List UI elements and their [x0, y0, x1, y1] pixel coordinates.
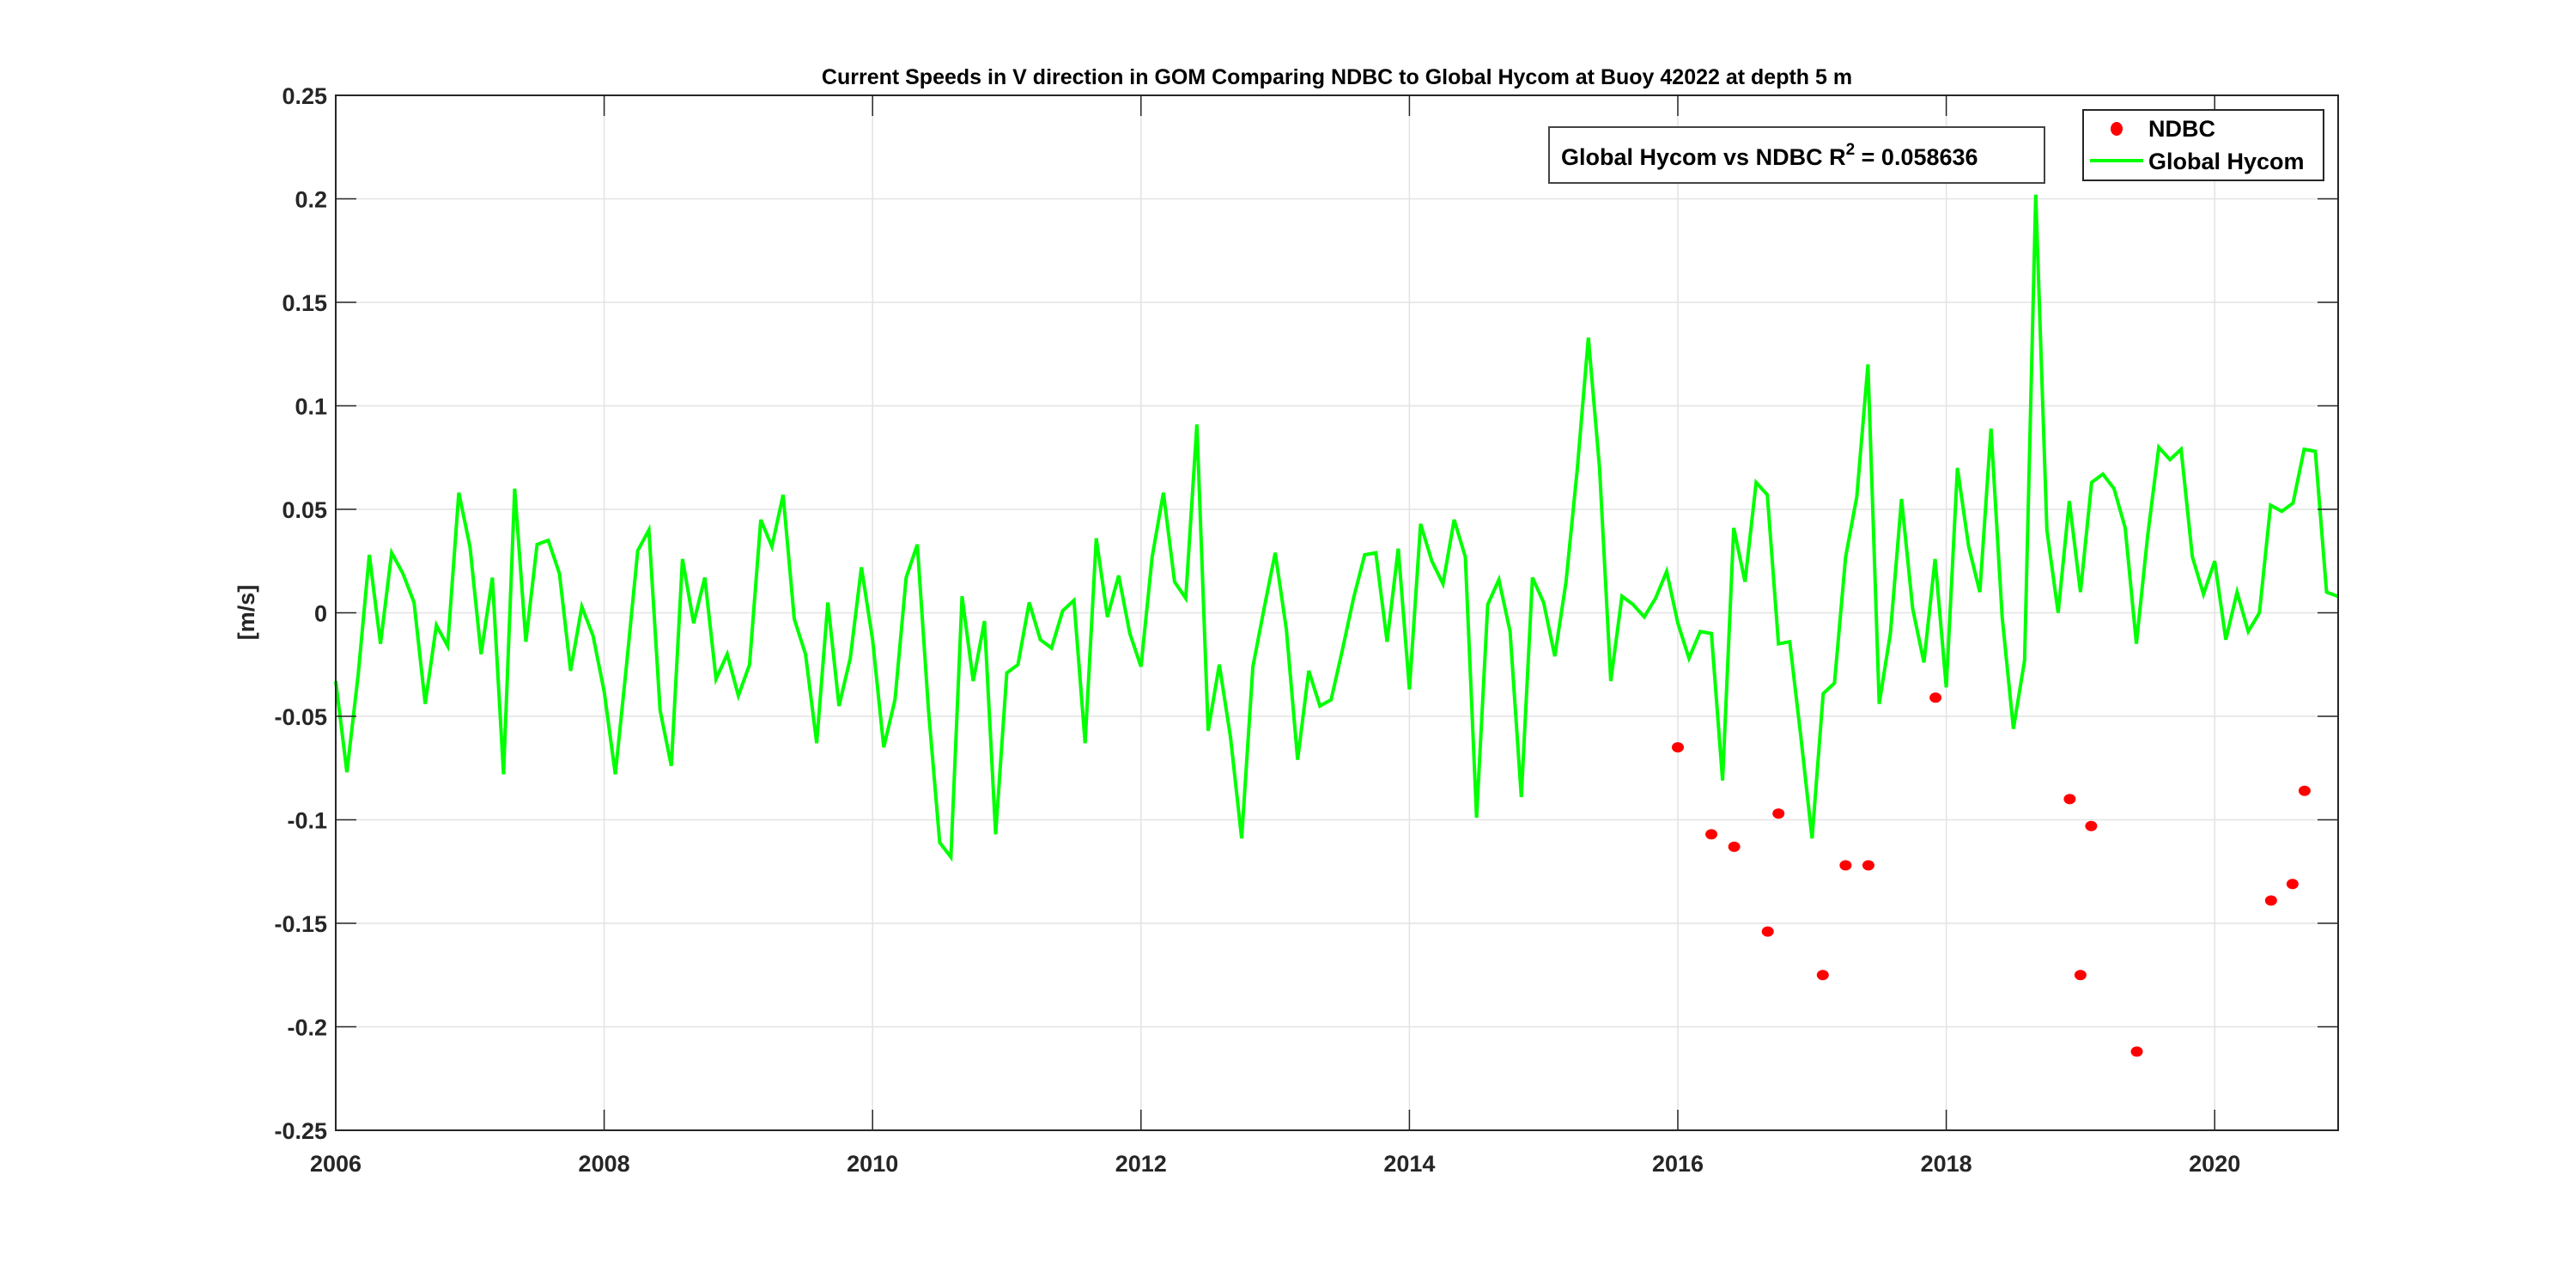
y-tick-label: 0.25	[282, 83, 327, 109]
legend: NDBC Global Hycom	[2082, 109, 2324, 181]
y-tick-label: -0.05	[274, 704, 327, 730]
legend-hycom-label: Global Hycom	[2148, 149, 2305, 174]
x-tick-label: 2012	[1115, 1151, 1167, 1177]
ndbc-point	[2286, 879, 2299, 890]
y-axis-label: [m/s]	[234, 585, 259, 641]
y-tick-label: 0.2	[295, 187, 327, 213]
x-tick-label: 2016	[1652, 1151, 1704, 1177]
global-hycom-series	[334, 194, 2339, 862]
ndbc-point	[2063, 794, 2076, 805]
x-tick-label: 2020	[2189, 1151, 2240, 1177]
x-tick-label: 2014	[1383, 1151, 1435, 1177]
ndbc-point	[1772, 808, 1785, 819]
svg-text:Global Hycom vs NDBC R2 = 0.05: Global Hycom vs NDBC R2 = 0.058636	[1561, 141, 1978, 170]
ndbc-point	[1705, 829, 1718, 840]
y-tick-label: 0	[314, 601, 327, 627]
ndbc-point	[1839, 860, 1852, 871]
annotation-text: Global Hycom vs NDBC R	[1561, 144, 1846, 170]
ndbc-point	[2298, 785, 2311, 796]
ndbc-point	[1672, 742, 1685, 753]
global-hycom-line	[334, 194, 2339, 862]
ndbc-point	[1728, 841, 1741, 852]
ndbc-point	[2264, 895, 2277, 906]
y-tick-label: -0.25	[274, 1118, 327, 1144]
ndbc-point	[1816, 970, 1829, 981]
grid	[335, 94, 2338, 1131]
y-tick-label: 0.1	[295, 394, 327, 420]
ndbc-point	[2085, 820, 2098, 831]
y-tick-label: -0.1	[287, 808, 327, 834]
y-tick-label: -0.15	[274, 911, 327, 937]
ndbc-point	[2074, 970, 2087, 981]
axes: 2006 2008 2010 2012 2014 2016 2018 2020 -0.25 -0.…	[274, 83, 2338, 1177]
chart-title: Current Speeds in V direction in GOM Com…	[822, 65, 1852, 89]
annotation-value: = 0.058636	[1855, 144, 1978, 170]
legend-ndbc-marker	[2111, 122, 2123, 136]
ndbc-series	[1672, 692, 2311, 1057]
y-tick-label: 0.05	[282, 497, 327, 523]
ndbc-point	[1929, 692, 1942, 703]
x-tick-label: 2008	[579, 1151, 630, 1177]
r-squared-annotation: Global Hycom vs NDBC R2 = 0.058636	[1548, 126, 2045, 184]
x-tick-label: 2018	[1921, 1151, 1972, 1177]
ndbc-point	[2130, 1046, 2143, 1057]
ndbc-point	[1761, 926, 1774, 937]
ndbc-point	[1862, 860, 1874, 871]
y-tick-label: -0.2	[287, 1015, 327, 1041]
x-tick-label: 2006	[310, 1151, 361, 1177]
x-tick-label: 2010	[847, 1151, 898, 1177]
y-tick-label: 0.15	[282, 290, 327, 316]
annotation-sup: 2	[1846, 141, 1856, 159]
legend-ndbc-label: NDBC	[2148, 116, 2215, 142]
